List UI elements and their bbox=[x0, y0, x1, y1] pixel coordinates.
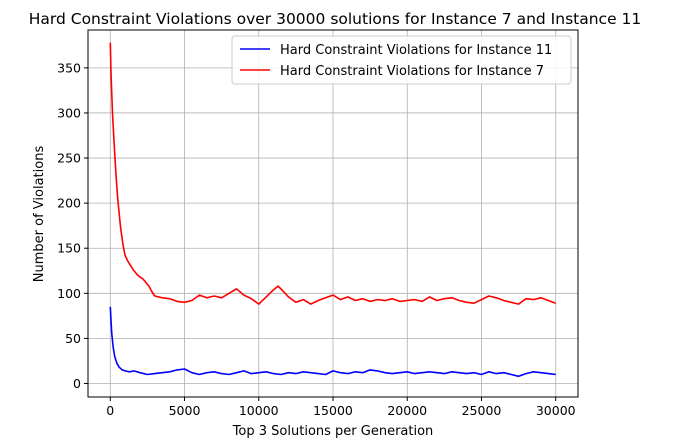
y-tick-label: 100 bbox=[57, 286, 81, 301]
y-tick-label: 50 bbox=[65, 331, 81, 346]
y-tick-label: 150 bbox=[57, 241, 81, 256]
x-tick-label: 10000 bbox=[239, 403, 279, 418]
y-tick-label: 0 bbox=[73, 376, 81, 391]
y-axis-label: Number of Violations bbox=[32, 146, 47, 283]
series-line-instance-7 bbox=[109, 42, 556, 305]
series-lines bbox=[109, 42, 556, 378]
y-tick-label: 200 bbox=[57, 196, 81, 211]
grid bbox=[88, 30, 578, 397]
legend-label-instance-7: Hard Constraint Violations for Instance … bbox=[280, 64, 544, 79]
x-tick-label: 0 bbox=[106, 403, 114, 418]
x-tick-label: 25000 bbox=[462, 403, 502, 418]
chart-title: Hard Constraint Violations over 30000 so… bbox=[29, 10, 642, 28]
x-tick-label: 30000 bbox=[536, 403, 576, 418]
x-tick-label: 20000 bbox=[387, 403, 427, 418]
legend-box bbox=[231, 35, 572, 85]
series-line-instance-11 bbox=[109, 306, 556, 378]
legend: Hard Constraint Violations for Instance … bbox=[231, 35, 572, 85]
x-tick-label: 5000 bbox=[169, 403, 201, 418]
legend-label-instance-11: Hard Constraint Violations for Instance … bbox=[280, 43, 552, 58]
x-axis-label: Top 3 Solutions per Generation bbox=[232, 424, 434, 439]
x-tick-label: 15000 bbox=[313, 403, 353, 418]
y-tick-label: 300 bbox=[57, 105, 81, 120]
y-tick-label: 350 bbox=[57, 60, 81, 75]
x-axis-ticks: 0 5000 10000 15000 20000 25000 30000 bbox=[106, 397, 576, 418]
y-tick-label: 250 bbox=[57, 151, 81, 166]
y-axis-ticks: 0 50 100 150 200 250 300 350 bbox=[57, 60, 88, 391]
